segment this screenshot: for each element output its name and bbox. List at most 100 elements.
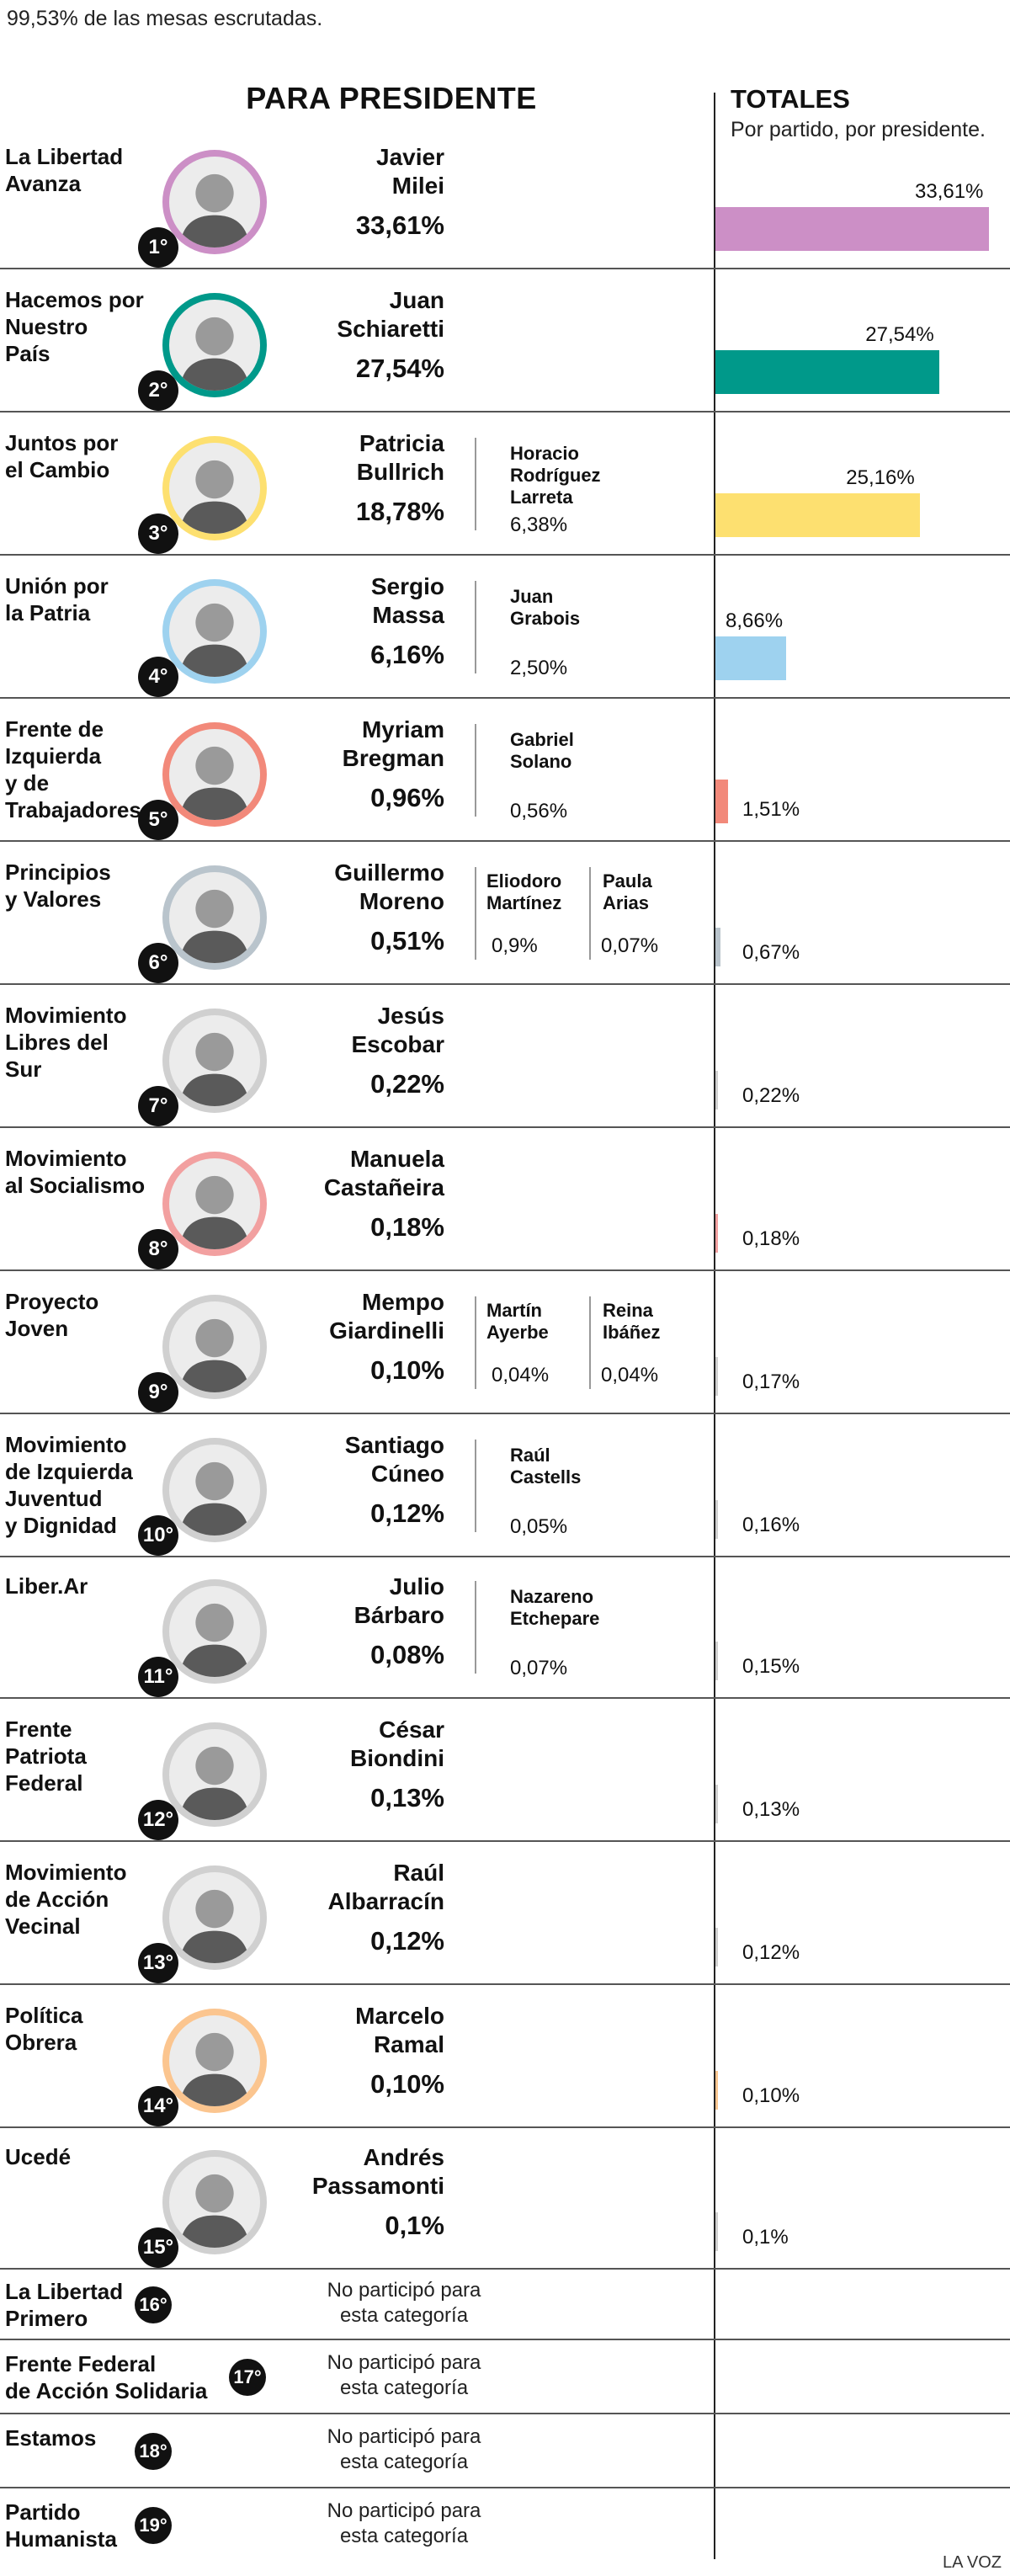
scrutiny-note: 99,53% de las mesas escrutadas.	[7, 7, 323, 30]
party-name: Movimiento al Socialismo	[5, 1146, 146, 1198]
rank-badge: 8°	[138, 1229, 178, 1269]
candidate-name: Raúl Albarracín	[327, 1860, 445, 1914]
vp-percent: 6,38%	[510, 514, 568, 536]
total-bar	[715, 493, 921, 537]
vp-divider	[589, 1296, 591, 1389]
candidate-percent: 0,12%	[370, 1498, 444, 1528]
total-label: 25,16%	[846, 466, 915, 489]
vp-name: Horacio Rodríguez Larreta	[510, 443, 601, 508]
candidate-name: Javier Milei	[376, 144, 444, 199]
party-name: Frente Patriota Federal	[5, 1716, 87, 1796]
candidate-photo	[162, 1438, 267, 1542]
vp-percent: 0,04%	[601, 1364, 659, 1386]
column-divider	[714, 93, 715, 2559]
total-label: 0,67%	[742, 941, 800, 964]
party-name: Juntos por el Cambio	[5, 430, 119, 482]
row-separator	[0, 1269, 1010, 1271]
candidate-photo	[162, 722, 267, 827]
rank-badge: 6°	[138, 943, 178, 983]
candidate-photo	[162, 2150, 267, 2254]
rank-badge: 7°	[138, 1086, 178, 1126]
candidate-percent: 0,10%	[370, 1355, 444, 1385]
total-label: 0,12%	[742, 1941, 800, 1964]
row-separator	[0, 268, 1010, 269]
vp-percent: 2,50%	[510, 657, 568, 679]
candidate-percent: 18,78%	[355, 497, 444, 526]
rank-badge: 18°	[135, 2433, 172, 2470]
party-name: Partido Humanista	[5, 2499, 117, 2552]
rank-badge: 11°	[138, 1657, 178, 1697]
vp-name: Reina Ibáñez	[603, 1300, 661, 1343]
credit-label: LA VOZ	[942, 2553, 1002, 2572]
vp-name: Juan Grabois	[510, 586, 581, 629]
candidate-percent: 0,10%	[370, 2069, 444, 2099]
candidate-photo	[162, 1722, 267, 1827]
row-separator	[0, 1126, 1010, 1128]
section-subtitle-totals: Por partido, por presidente.	[731, 118, 986, 141]
row-separator	[0, 1840, 1010, 1842]
portrait-icon	[169, 729, 260, 820]
total-label: 0,15%	[742, 1655, 800, 1678]
candidate-percent: 0,22%	[370, 1069, 444, 1099]
vp-divider	[475, 724, 476, 817]
portrait-icon	[169, 2015, 260, 2106]
candidate-name: Myriam Bregman	[342, 716, 444, 771]
total-bar	[715, 1500, 718, 1539]
row-separator	[0, 2339, 1010, 2340]
candidate-percent: 0,08%	[370, 1640, 444, 1669]
candidate-name: Juan Schiaretti	[337, 287, 444, 342]
portrait-icon	[169, 157, 260, 247]
vp-percent: 0,07%	[510, 1657, 568, 1679]
party-name: Movimiento de Izquierda Juventud y Digni…	[5, 1432, 133, 1538]
rank-badge: 1°	[138, 227, 178, 268]
total-label: 0,1%	[742, 2226, 789, 2249]
row-separator	[0, 2487, 1010, 2488]
total-label: 0,22%	[742, 1084, 800, 1107]
row-separator	[0, 1413, 1010, 1414]
portrait-icon	[169, 1301, 260, 1392]
total-label: 27,54%	[865, 323, 934, 346]
party-name: Ucedé	[5, 2144, 72, 2169]
portrait-icon	[169, 1015, 260, 1106]
total-bar	[715, 350, 940, 394]
party-name: Frente de Izquierda y de Trabajadores	[5, 716, 141, 822]
rank-badge: 13°	[138, 1943, 178, 1983]
candidate-percent: 0,13%	[370, 1783, 444, 1812]
total-bar	[715, 1928, 718, 1967]
vp-divider	[475, 1440, 476, 1532]
party-name: Principios y Valores	[5, 860, 111, 912]
portrait-icon	[169, 1445, 260, 1535]
vp-name: Eliodoro Martínez	[486, 870, 562, 913]
candidate-photo	[162, 1152, 267, 1256]
total-label: 1,51%	[742, 798, 800, 821]
portrait-icon	[169, 443, 260, 534]
vp-divider	[475, 438, 476, 530]
candidate-percent: 0,12%	[370, 1926, 444, 1956]
rank-badge: 9°	[138, 1372, 178, 1413]
total-bar	[715, 1785, 718, 1823]
candidate-percent: 0,96%	[370, 783, 444, 812]
row-separator	[0, 2413, 1010, 2414]
candidate-photo	[162, 865, 267, 970]
candidate-percent: 6,16%	[370, 640, 444, 669]
party-name: Frente Federal de Acción Solidaria	[5, 2351, 208, 2403]
party-name: Hacemos por Nuestro País	[5, 287, 144, 366]
party-name: La Libertad Avanza	[5, 144, 124, 196]
candidate-name: César Biondini	[350, 1716, 444, 1771]
rank-badge: 4°	[138, 657, 178, 697]
party-name: Movimiento de Acción Vecinal	[5, 1860, 127, 1939]
portrait-icon	[169, 2157, 260, 2248]
portrait-icon	[169, 1729, 260, 1820]
party-name: Política Obrera	[5, 2003, 83, 2055]
candidate-name: Marcelo Ramal	[355, 2003, 444, 2057]
candidate-name: Patricia Bullrich	[356, 430, 444, 485]
row-separator	[0, 411, 1010, 412]
candidate-photo	[162, 150, 267, 254]
row-separator	[0, 554, 1010, 556]
total-bar	[715, 1071, 718, 1110]
portrait-icon	[169, 1586, 260, 1677]
row-separator	[0, 983, 1010, 985]
party-name: Unión por la Patria	[5, 573, 109, 625]
party-name: Liber.Ar	[5, 1573, 88, 1599]
vp-percent: 0,9%	[492, 934, 538, 957]
